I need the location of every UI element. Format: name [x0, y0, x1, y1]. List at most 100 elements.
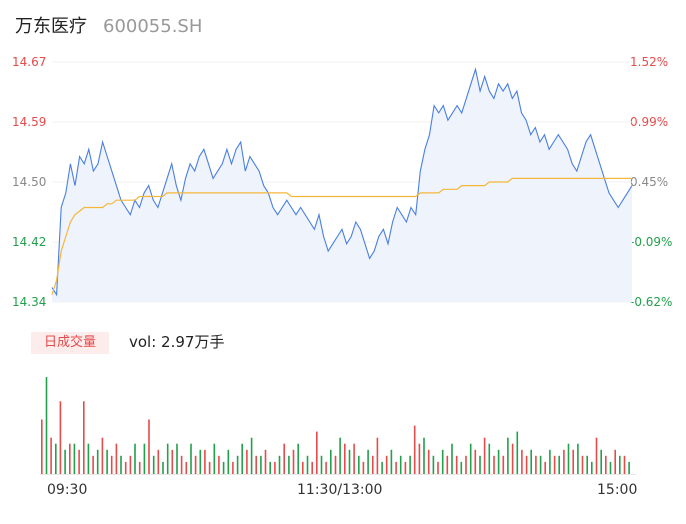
volume-bar	[171, 449, 174, 474]
volume-bar	[152, 455, 155, 474]
volume-bar	[180, 455, 183, 474]
volume-bar	[404, 461, 407, 474]
volume-bar	[260, 455, 262, 474]
price-tick: 14.59	[12, 115, 47, 129]
volume-bar	[120, 455, 122, 474]
volume-bar	[381, 461, 383, 474]
volume-bar	[516, 431, 519, 474]
volume-bar	[194, 455, 197, 474]
volume-bar	[399, 455, 402, 474]
volume-bar	[87, 443, 90, 474]
volume-bar	[493, 455, 495, 474]
volume-bar	[283, 443, 285, 474]
volume-bar	[432, 455, 435, 474]
volume-bar	[166, 443, 169, 474]
volume-bar	[567, 443, 570, 474]
volume-bar	[162, 461, 164, 474]
volume-bar	[348, 449, 351, 474]
volume-bar	[483, 437, 486, 474]
volume-bar	[358, 455, 360, 474]
price-panel	[51, 61, 633, 303]
volume-bar	[297, 443, 299, 474]
volume-bar	[264, 449, 267, 474]
volume-bar	[344, 443, 346, 474]
volume-bar	[69, 443, 71, 474]
volume-panel	[40, 377, 636, 475]
price-tick: 14.67	[12, 55, 47, 69]
volume-bar	[311, 461, 313, 474]
volume-bar	[418, 443, 421, 474]
volume-bar	[427, 449, 430, 474]
volume-bar	[101, 437, 104, 474]
time-tick-open: 09:30	[47, 482, 88, 498]
volume-bar	[437, 461, 439, 474]
volume-bar	[353, 443, 355, 474]
pct-tick: -0.62%	[630, 295, 673, 309]
volume-bar	[83, 401, 85, 474]
volume-bar	[539, 455, 542, 474]
volume-bar	[619, 455, 621, 474]
volume-readout: vol: 2.97万手	[129, 333, 225, 351]
volume-bar	[553, 455, 556, 474]
volume-bar	[73, 443, 76, 474]
volume-bar	[208, 461, 211, 474]
volume-bar	[218, 455, 220, 474]
volume-bar	[255, 455, 257, 474]
volume-bar	[577, 443, 579, 474]
volume-bar	[469, 443, 472, 474]
pct-tick: -0.09%	[630, 235, 673, 249]
price-area-fill	[52, 69, 632, 302]
volume-bar	[92, 455, 94, 474]
volume-bar	[558, 455, 560, 474]
volume-bar	[278, 455, 281, 474]
volume-bar	[306, 455, 309, 474]
volume-bar	[525, 455, 528, 474]
volume-bar	[614, 449, 616, 474]
volume-bar	[64, 449, 66, 474]
volume-bar	[302, 461, 304, 474]
volume-bar	[521, 449, 523, 474]
volume-bar	[460, 461, 463, 474]
volume-bar	[511, 443, 514, 474]
volume-bar	[423, 437, 425, 474]
volume-bar	[609, 461, 612, 474]
volume-bar	[530, 449, 532, 474]
volume-bar	[157, 449, 160, 474]
volume-bar	[446, 455, 449, 474]
volume-bar	[330, 449, 332, 474]
price-tick: 14.34	[12, 295, 47, 309]
volume-bar	[129, 455, 132, 474]
volume-bar	[502, 455, 505, 474]
volume-bar	[595, 437, 598, 474]
volume-bar	[413, 425, 416, 474]
volume-bar	[316, 431, 318, 474]
price-tick: 14.50	[12, 175, 47, 189]
volume-bar	[497, 449, 500, 474]
volume-bar	[222, 461, 225, 474]
volume-bar	[204, 449, 206, 474]
volume-bar	[241, 443, 243, 474]
volume-bar	[544, 461, 546, 474]
volume-bar	[199, 449, 202, 474]
stock-code: 600055.SH	[103, 16, 203, 37]
price-line	[51, 67, 633, 297]
volume-bar	[59, 401, 62, 474]
volume-bar	[50, 437, 52, 474]
volume-bar	[55, 443, 57, 474]
volume-bar	[376, 437, 379, 474]
volume-bar	[213, 443, 216, 474]
volume-bar	[236, 455, 239, 474]
volume-bar	[292, 449, 295, 474]
volume-bar	[605, 455, 607, 474]
volume-bar	[372, 455, 374, 474]
volume-bar	[623, 455, 626, 474]
volume-bar	[465, 455, 467, 474]
pct-tick: 1.52%	[630, 55, 669, 69]
volume-bar	[250, 437, 253, 474]
volume-bar	[479, 455, 481, 474]
stock-header: 万东医疗 600055.SH	[15, 12, 202, 40]
volume-bar	[176, 443, 178, 474]
volume-bar	[325, 461, 327, 474]
volume-badge: 日成交量	[31, 332, 109, 354]
